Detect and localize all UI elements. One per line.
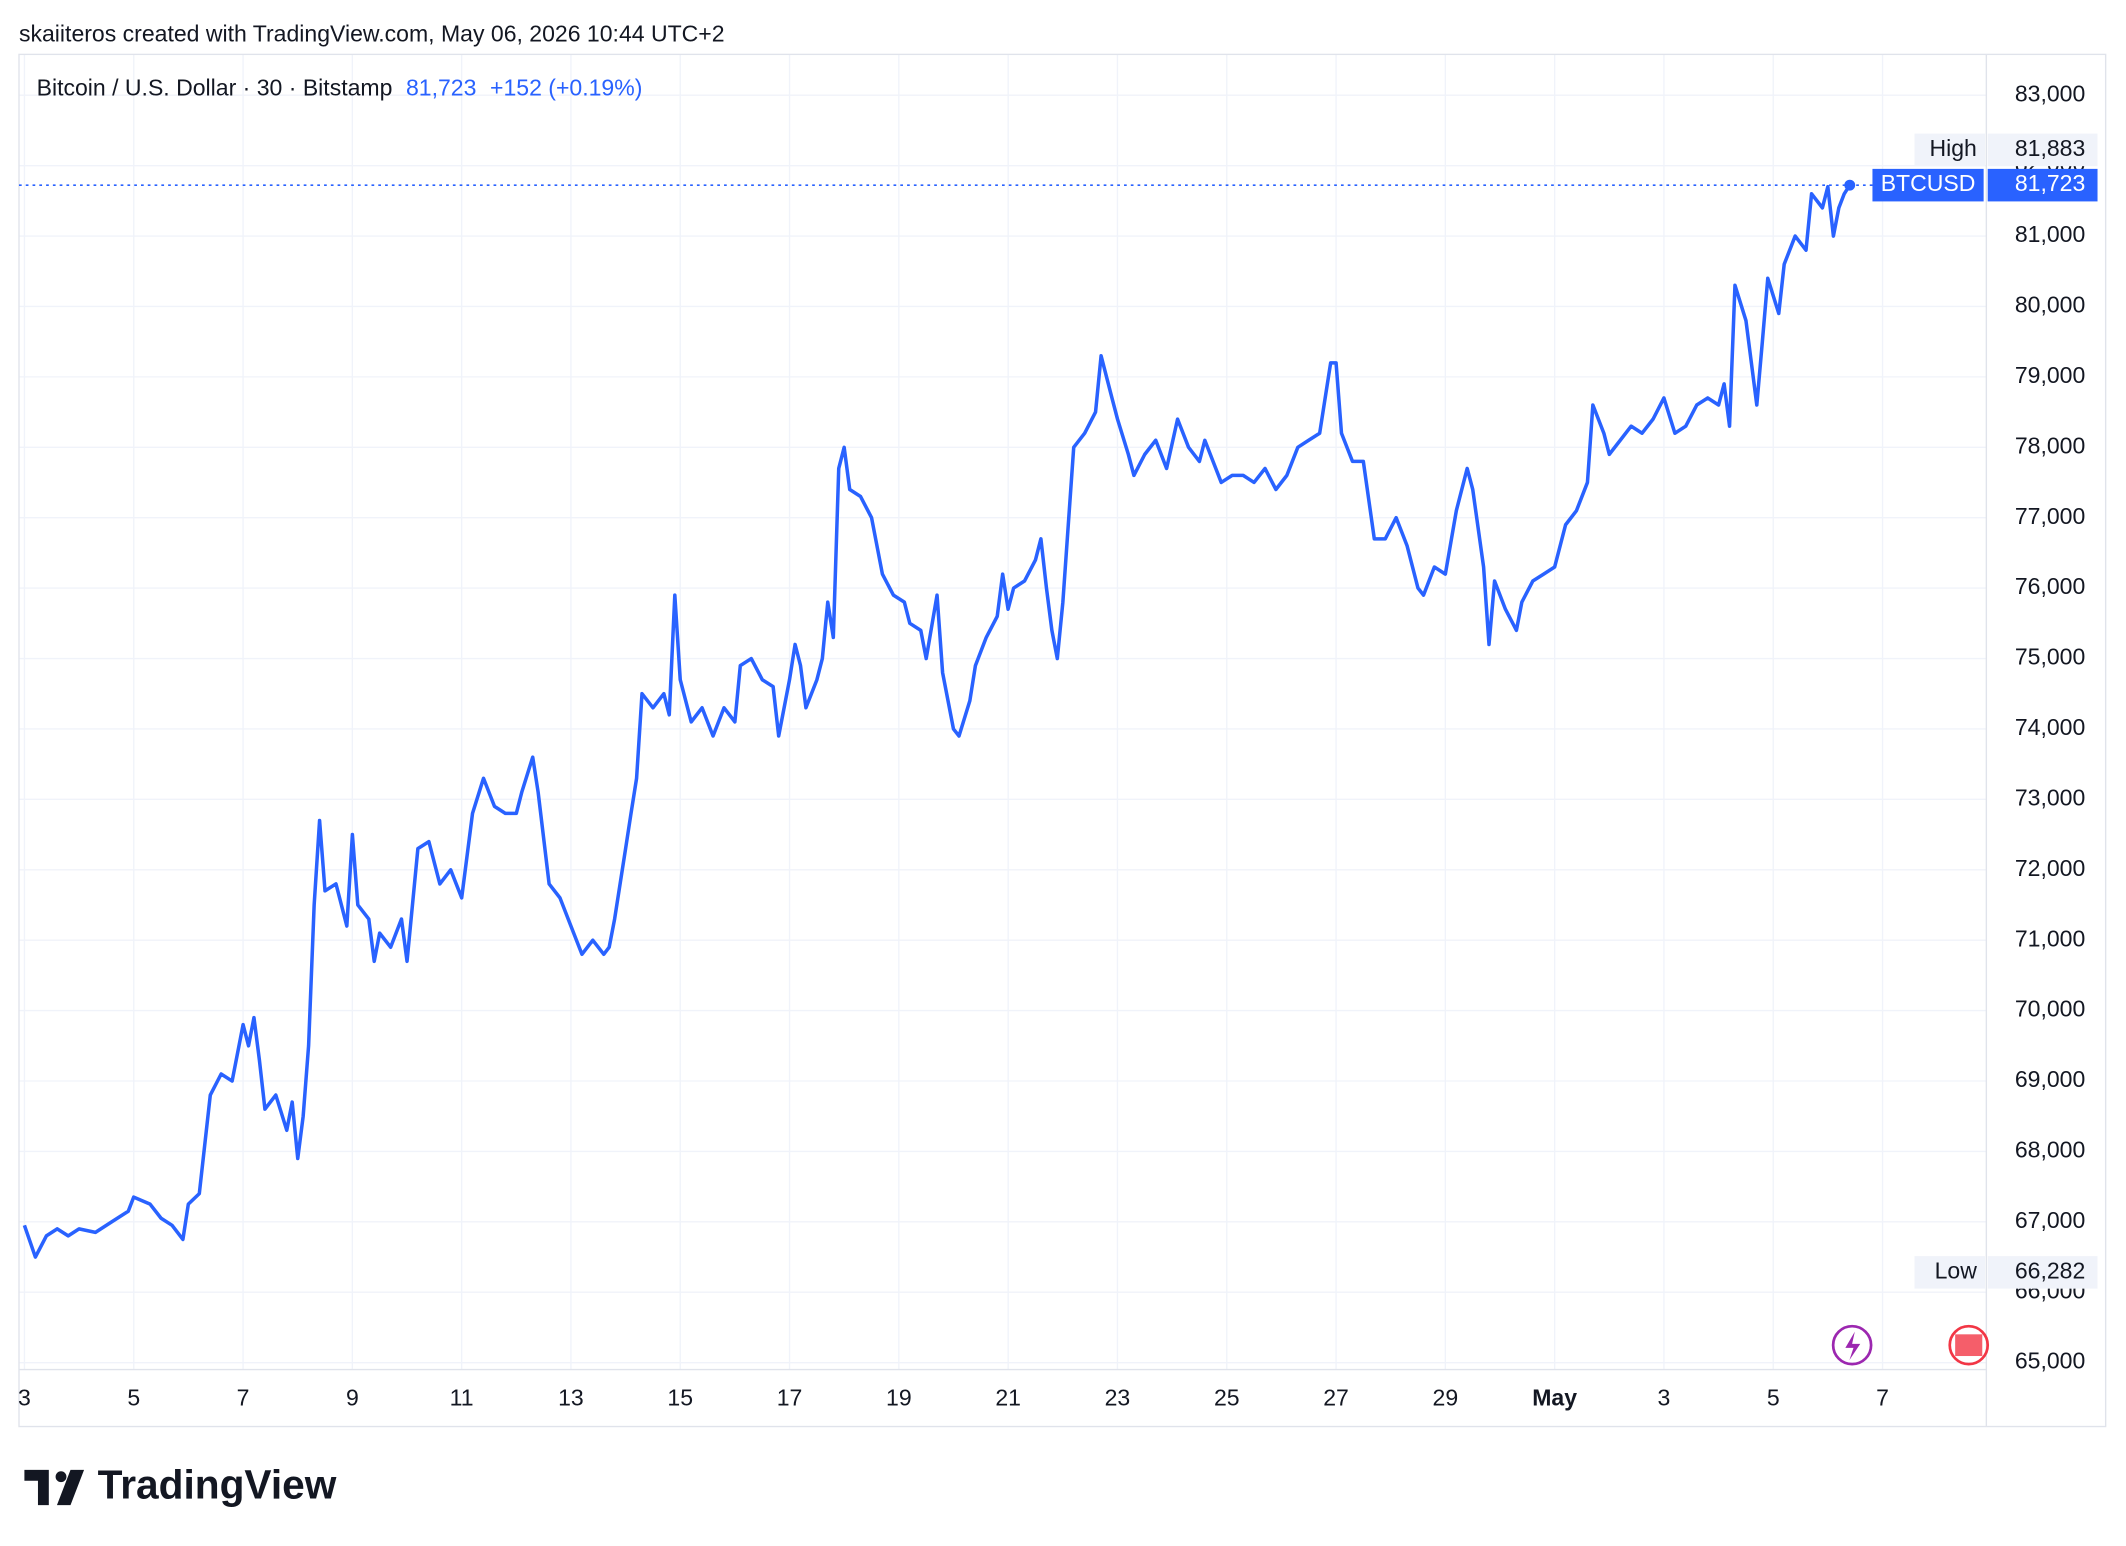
hl-price-label: 81,883 [2015, 135, 2085, 161]
x-tick-label: 5 [127, 1385, 140, 1411]
last-price-label: 81,723 [2015, 170, 2085, 196]
last-price-tag [1987, 168, 2098, 202]
x-tick-label: 15 [667, 1385, 693, 1411]
x-tick-label: 19 [886, 1385, 912, 1411]
logo-mark [24, 1469, 85, 1506]
y-tick-label: 80,000 [2015, 292, 2085, 318]
x-tick-label: 13 [558, 1385, 584, 1411]
last-price: 81,723 [406, 75, 476, 101]
chart-title: Bitcoin / U.S. Dollar · 30 · Bitstamp [37, 75, 393, 101]
y-tick-label: 73,000 [2015, 784, 2085, 810]
grid [18, 54, 1987, 1370]
x-tick-label: 27 [1323, 1385, 1349, 1411]
logo-text: TradingView [98, 1461, 337, 1507]
last-name: BTCUSD [1881, 170, 1976, 196]
x-tick-label: 7 [237, 1385, 250, 1411]
hl-name: High [1929, 135, 1976, 161]
x-tick-label: 5 [1767, 1385, 1780, 1411]
hl-name-tag [1914, 133, 1985, 167]
flag [1955, 1334, 1983, 1357]
y-tick-label: 79,000 [2015, 362, 2085, 388]
y-tick-label: 67,000 [2015, 1207, 2085, 1233]
y-tick-label: 68,000 [2015, 1137, 2085, 1163]
y-tick-label: 78,000 [2015, 432, 2085, 458]
y-tick-label: 72,000 [2015, 855, 2085, 881]
x-tick-label: 11 [450, 1385, 474, 1411]
y-tick-label: 77,000 [2015, 503, 2085, 529]
y-tick-label: 76,000 [2015, 573, 2085, 599]
icons [1831, 1324, 1990, 1366]
y-tick-label: 74,000 [2015, 714, 2085, 740]
y-tick-label: 70,000 [2015, 996, 2085, 1022]
x-tick-label: 29 [1433, 1385, 1459, 1411]
x-tick-label: 9 [346, 1385, 359, 1411]
frame [18, 53, 2107, 1428]
y-tick-label: 65,000 [2015, 1348, 2085, 1374]
y-tick-label: 83,000 [2015, 80, 2085, 106]
y-tick-label: 69,000 [2015, 1066, 2085, 1092]
calendar-icon[interactable] [1948, 1324, 1990, 1366]
price-change: +152 (+0.19%) [490, 75, 642, 101]
hl-name: Low [1935, 1257, 1978, 1283]
last-price-dot [1844, 179, 1856, 191]
y-tick-label: 75,000 [2015, 644, 2085, 670]
hl-name-tag [1914, 1256, 1985, 1289]
y-tick-label: 81,000 [2015, 221, 2085, 247]
lightning-icon[interactable] [1831, 1324, 1873, 1366]
last-name-tag [1872, 168, 1984, 202]
price-line [22, 184, 1852, 1259]
x-tick-label: May [1532, 1385, 1577, 1411]
logo-dot [55, 1471, 67, 1483]
plot [18, 179, 1873, 1259]
x-tick-label: 3 [18, 1385, 31, 1411]
x-tick-label: 21 [995, 1385, 1021, 1411]
x-tick-label: 7 [1876, 1385, 1889, 1411]
x-tick-label: 3 [1658, 1385, 1671, 1411]
hl-price-label: 66,282 [2015, 1257, 2085, 1283]
y-tick-label: 71,000 [2015, 925, 2085, 951]
x-tick-label: 23 [1105, 1385, 1131, 1411]
logo: TradingView [24, 1461, 337, 1507]
lightning-bolt [1845, 1331, 1861, 1361]
x-tick-label: 17 [777, 1385, 803, 1411]
attribution: skaiiteros created with TradingView.com,… [19, 21, 725, 47]
hl-price-tag [1987, 1256, 2098, 1289]
x-tick-label: 25 [1214, 1385, 1240, 1411]
hl-price-tag [1987, 133, 2098, 167]
